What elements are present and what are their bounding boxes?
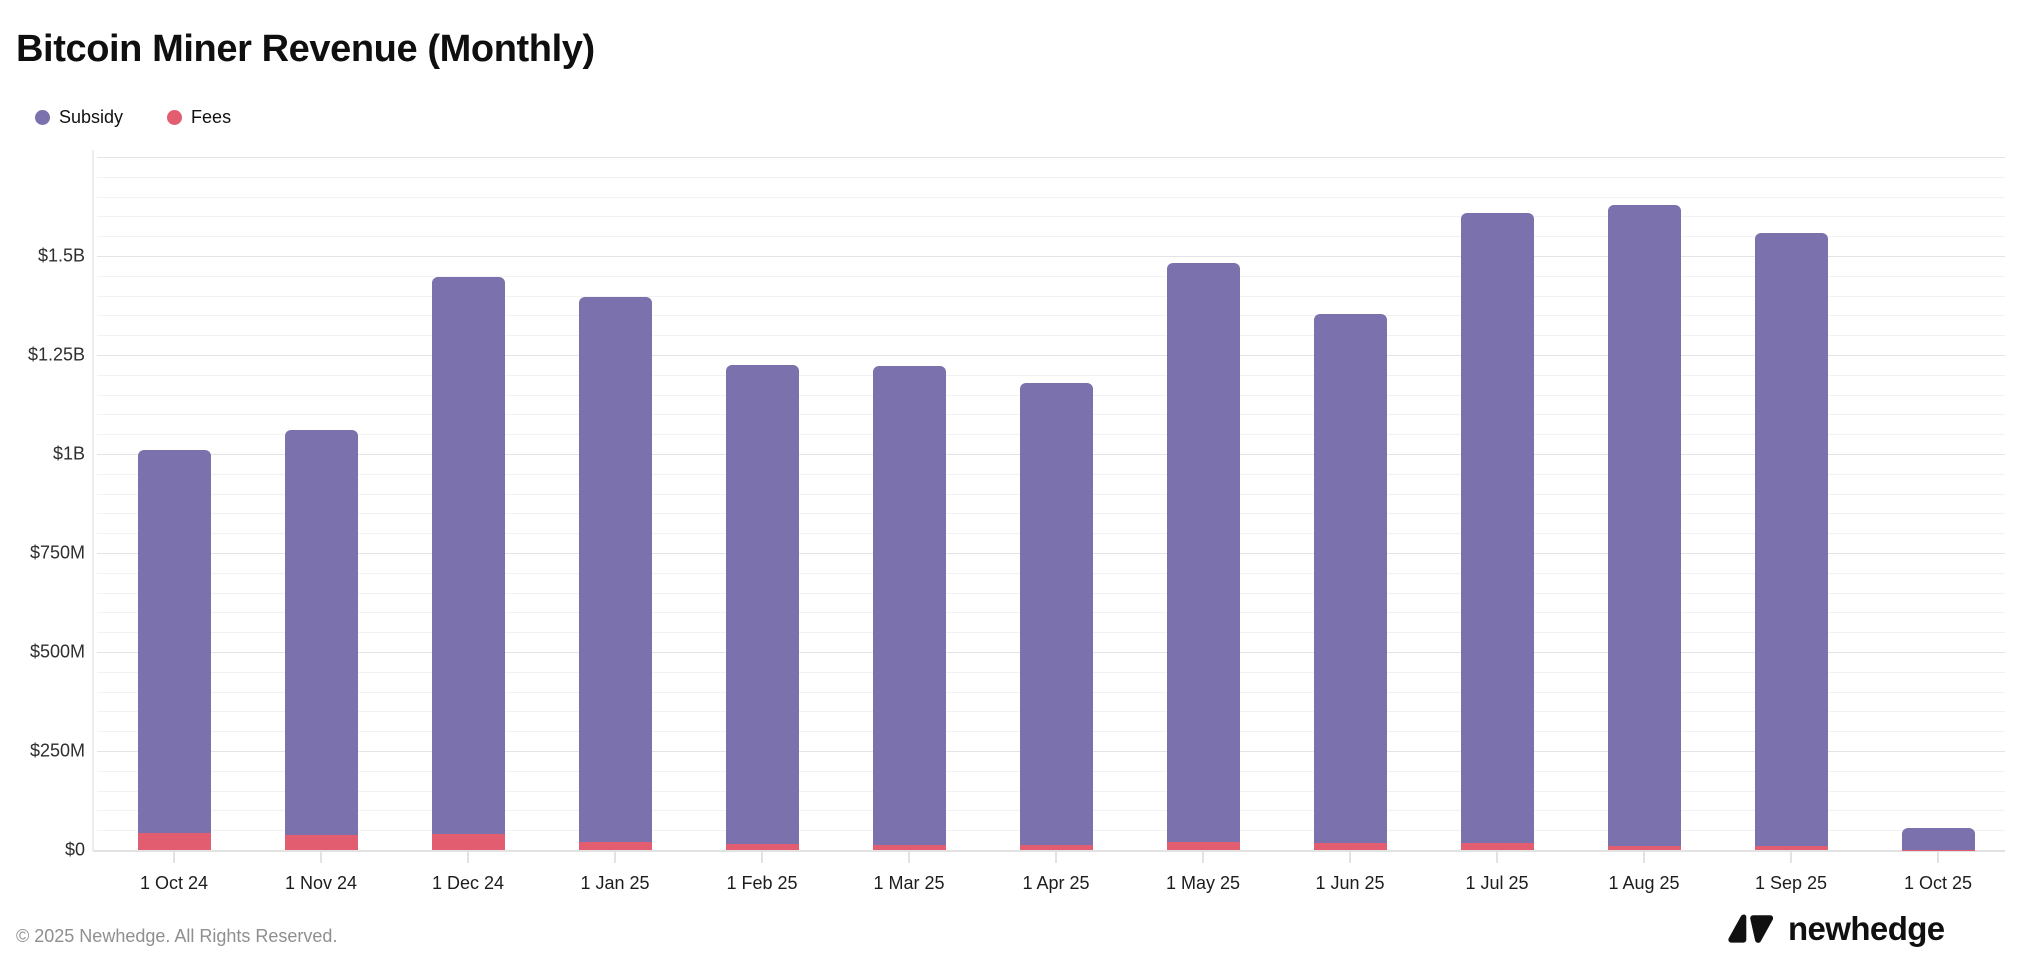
x-axis-label-1-apr-25: 1 Apr 25 — [1022, 873, 1090, 893]
minor-gridline — [97, 374, 2005, 376]
minor-gridline — [97, 275, 2005, 277]
legend-label-subsidy: Subsidy — [59, 107, 124, 127]
minor-gridline — [97, 176, 2005, 178]
legend-label-fees: Fees — [191, 107, 232, 127]
y-axis-label--1-25b: $1.25B — [27, 344, 85, 365]
bar-fees-1-oct-24[interactable] — [137, 832, 211, 850]
bar-subsidy-1-nov-24[interactable] — [284, 429, 358, 835]
bar-subsidy-1-jul-25[interactable] — [1460, 213, 1534, 843]
bar-subsidy-1-jun-25[interactable] — [1313, 314, 1387, 844]
y-axis-line — [92, 150, 94, 852]
bar-fees-1-mar-25[interactable] — [872, 844, 946, 850]
brand-logo[interactable]: newhedge — [1727, 912, 1945, 945]
bar-subsidy-1-feb-25[interactable] — [725, 364, 799, 845]
bar-fees-1-may-25[interactable] — [1166, 842, 1240, 850]
x-axis-tick-1-jul-25 — [1496, 852, 1498, 863]
legend-dot-subsidy — [35, 110, 50, 125]
bar-fees-1-sep-25[interactable] — [1754, 845, 1828, 850]
page-title: Bitcoin Miner Revenue (Monthly) — [16, 28, 595, 70]
bar-fees-1-dec-24[interactable] — [431, 834, 505, 850]
minor-gridline — [97, 295, 2005, 297]
x-axis-label-1-oct-25: 1 Oct 25 — [1903, 873, 1973, 893]
x-axis-label-1-jan-25: 1 Jan 25 — [580, 873, 650, 893]
x-axis-label-1-feb-25: 1 Feb 25 — [726, 873, 798, 893]
y-axis-label--0: $0 — [64, 839, 85, 860]
bar-fees-1-nov-24[interactable] — [284, 834, 358, 850]
bar-subsidy-1-aug-25[interactable] — [1607, 204, 1681, 846]
bar-fees-1-jul-25[interactable] — [1460, 842, 1534, 850]
legend-item-fees[interactable]: Fees — [167, 107, 231, 128]
x-axis-tick-1-aug-25 — [1643, 852, 1645, 863]
brand-name: newhedge — [1788, 910, 1945, 947]
x-axis-tick-1-sep-25 — [1790, 852, 1792, 863]
x-axis-tick-1-jan-25 — [614, 852, 616, 863]
x-axis-label-1-dec-24: 1 Dec 24 — [431, 873, 505, 893]
bar-subsidy-1-oct-25[interactable] — [1901, 828, 1975, 850]
bar-fees-1-jun-25[interactable] — [1313, 843, 1387, 850]
y-axis-label--500m: $500M — [29, 641, 85, 662]
minor-gridline — [97, 216, 2005, 218]
x-axis-tick-1-apr-25 — [1055, 852, 1057, 863]
minor-gridline — [97, 196, 2005, 198]
x-axis-tick-1-dec-24 — [467, 852, 469, 863]
x-axis-line — [92, 850, 2005, 852]
y-axis-label--1b: $1B — [52, 443, 85, 464]
x-axis-label-1-sep-25: 1 Sep 25 — [1754, 873, 1828, 893]
minor-gridline — [97, 236, 2005, 238]
x-axis-tick-1-oct-25 — [1937, 852, 1939, 863]
major-gridline — [97, 256, 2005, 257]
major-gridline — [97, 355, 2005, 356]
x-axis-label-1-jul-25: 1 Jul 25 — [1465, 873, 1529, 893]
bar-subsidy-1-oct-24[interactable] — [137, 450, 211, 833]
x-axis-tick-1-may-25 — [1202, 852, 1204, 863]
bar-subsidy-1-mar-25[interactable] — [872, 366, 946, 845]
bar-fees-1-feb-25[interactable] — [725, 844, 799, 850]
x-axis-tick-1-nov-24 — [320, 852, 322, 863]
bar-subsidy-1-sep-25[interactable] — [1754, 233, 1828, 846]
x-axis-tick-1-mar-25 — [908, 852, 910, 863]
bar-fees-1-jan-25[interactable] — [578, 842, 652, 850]
bar-subsidy-1-dec-24[interactable] — [431, 276, 505, 835]
x-axis-tick-1-oct-24 — [173, 852, 175, 863]
legend-item-subsidy[interactable]: Subsidy — [35, 107, 123, 128]
y-axis-label--750m: $750M — [29, 542, 85, 563]
x-axis-tick-1-feb-25 — [761, 852, 763, 863]
x-axis-label-1-mar-25: 1 Mar 25 — [873, 873, 945, 893]
newhedge-logo-icon — [1728, 914, 1774, 943]
copyright-text: © 2025 Newhedge. All Rights Reserved. — [16, 926, 338, 946]
x-axis-label-1-jun-25: 1 Jun 25 — [1315, 873, 1385, 893]
bar-subsidy-1-apr-25[interactable] — [1019, 383, 1093, 845]
x-axis-label-1-nov-24: 1 Nov 24 — [284, 873, 358, 893]
y-axis-label--1-5b: $1.5B — [37, 245, 85, 266]
y-axis-label--250m: $250M — [29, 740, 85, 761]
x-axis-tick-1-jun-25 — [1349, 852, 1351, 863]
bar-fees-1-apr-25[interactable] — [1019, 844, 1093, 850]
x-axis-label-1-oct-24: 1 Oct 24 — [139, 873, 209, 893]
bar-subsidy-1-jan-25[interactable] — [578, 297, 652, 843]
x-axis-label-1-may-25: 1 May 25 — [1165, 873, 1241, 893]
x-axis-label-1-aug-25: 1 Aug 25 — [1608, 873, 1680, 893]
minor-gridline — [97, 335, 2005, 337]
chart-legend: Subsidy Fees — [35, 107, 231, 128]
major-gridline — [97, 157, 2005, 158]
bar-subsidy-1-may-25[interactable] — [1166, 263, 1240, 843]
bar-fees-1-aug-25[interactable] — [1607, 845, 1681, 850]
minor-gridline — [97, 315, 2005, 317]
legend-dot-fees — [167, 110, 183, 125]
